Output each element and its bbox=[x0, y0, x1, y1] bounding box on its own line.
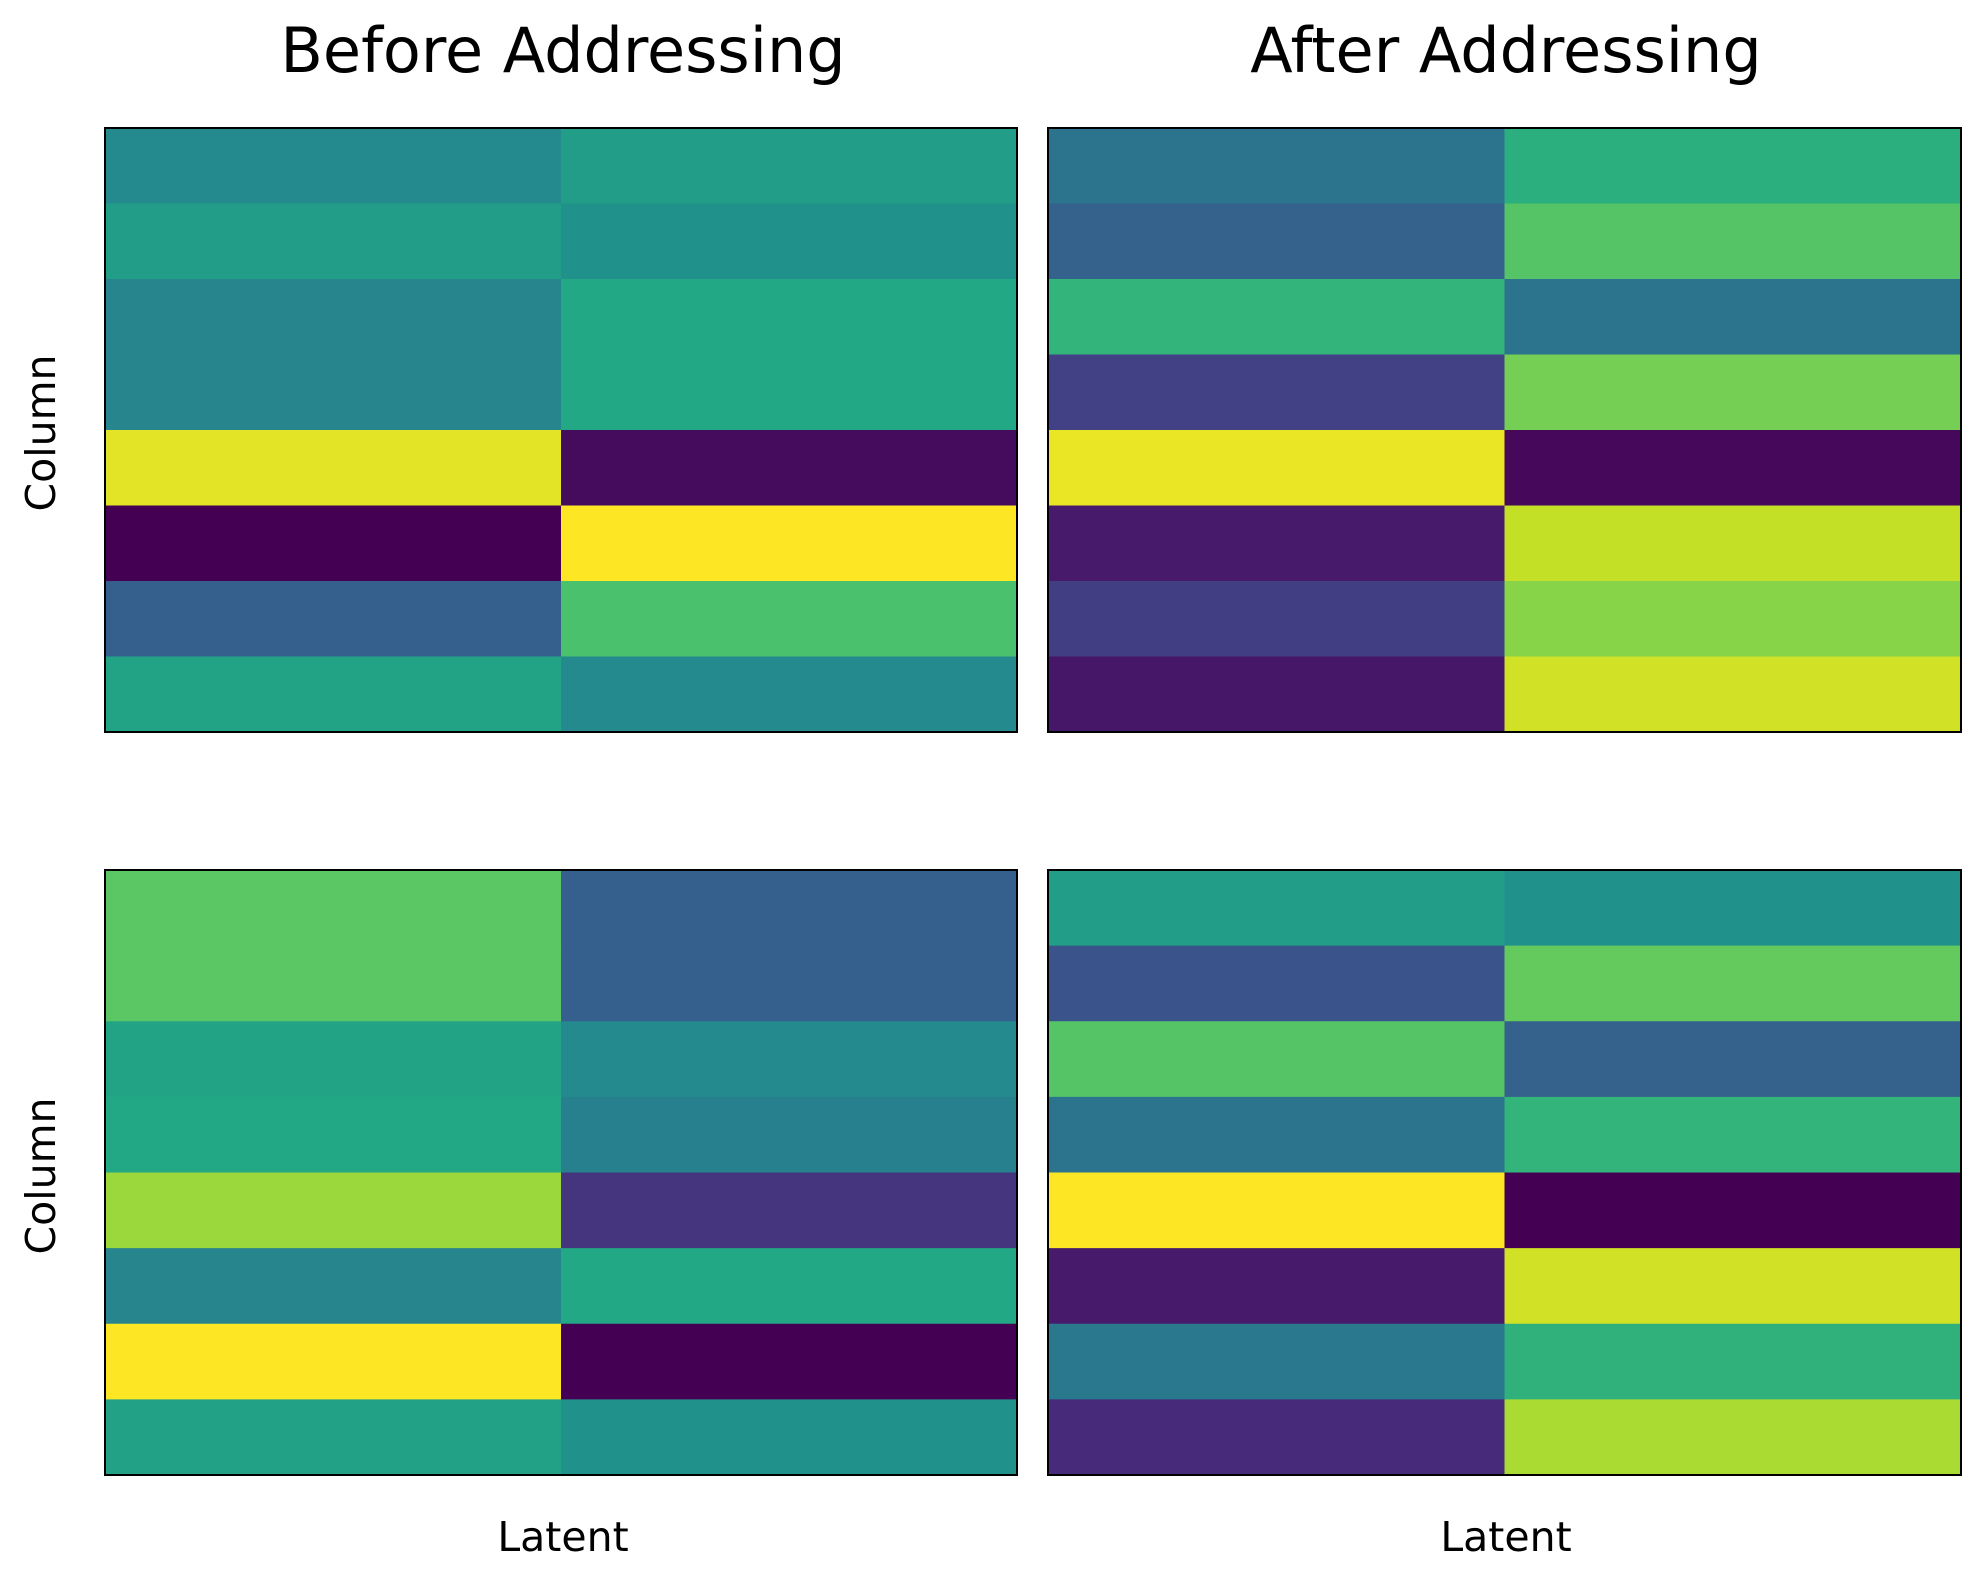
heatmap-cell bbox=[561, 128, 1018, 205]
heatmap-panel-after-bottom bbox=[1047, 869, 1962, 1476]
heatmap-cell bbox=[1048, 1172, 1506, 1249]
heatmap-cell bbox=[1048, 945, 1506, 1022]
heatmap-cell bbox=[1504, 128, 1962, 205]
heatmap-cell bbox=[561, 1172, 1018, 1249]
heatmap-cell bbox=[1504, 1323, 1962, 1400]
heatmap-cell bbox=[1504, 581, 1962, 658]
heatmap-cell bbox=[561, 1021, 1018, 1098]
column-title-before: Before Addressing bbox=[280, 14, 845, 87]
heatmap-cell bbox=[561, 870, 1018, 947]
heatmap-cell bbox=[561, 430, 1018, 507]
heatmap-cell bbox=[561, 656, 1018, 733]
y-axis-label-top: Column bbox=[17, 354, 65, 511]
heatmap-cell bbox=[1504, 430, 1962, 507]
heatmap-cell bbox=[105, 1323, 562, 1400]
heatmap-cell bbox=[105, 203, 562, 280]
y-axis-label-bottom: Column bbox=[17, 1097, 65, 1254]
heatmap-panel-before-bottom bbox=[104, 869, 1018, 1476]
heatmap-cell bbox=[105, 1399, 562, 1476]
heatmap-cell bbox=[1048, 128, 1506, 205]
heatmap-cell bbox=[1048, 581, 1506, 658]
x-axis-label-right: Latent bbox=[1440, 1513, 1571, 1561]
heatmap-cell bbox=[1048, 1021, 1506, 1098]
heatmap-cell bbox=[105, 505, 562, 582]
heatmap-cell bbox=[1048, 1096, 1506, 1174]
heatmap-cell bbox=[1504, 1021, 1962, 1098]
heatmap-panel-after-top bbox=[1047, 127, 1962, 733]
heatmap-cell bbox=[561, 279, 1018, 356]
heatmap-cell bbox=[561, 1323, 1018, 1400]
heatmap-cell bbox=[105, 1172, 562, 1249]
heatmap-cell bbox=[105, 581, 562, 658]
heatmap-cell bbox=[1048, 656, 1506, 733]
heatmap-cell bbox=[105, 1248, 562, 1325]
heatmap-cell bbox=[561, 1248, 1018, 1325]
heatmap-cell bbox=[105, 128, 562, 205]
heatmap-cell bbox=[1048, 1323, 1506, 1400]
heatmap-cell bbox=[105, 1021, 562, 1098]
heatmap-cell bbox=[1504, 354, 1962, 431]
heatmap-cell bbox=[105, 279, 562, 356]
panel-frame bbox=[104, 869, 1018, 1476]
heatmap-cell bbox=[1504, 1096, 1962, 1174]
panel-frame bbox=[104, 127, 1018, 733]
panel-frame bbox=[1047, 127, 1962, 733]
heatmap-cell bbox=[1504, 279, 1962, 356]
heatmap-cell bbox=[1504, 203, 1962, 280]
heatmap-cell bbox=[105, 354, 562, 431]
heatmap-cell bbox=[561, 1399, 1018, 1476]
heatmap-cell bbox=[105, 945, 562, 1022]
heatmap-cell bbox=[1048, 1399, 1506, 1476]
heatmap-cell bbox=[561, 505, 1018, 582]
heatmap-cell bbox=[561, 945, 1018, 1022]
column-title-after: After Addressing bbox=[1250, 14, 1761, 87]
heatmap-cell bbox=[1048, 1248, 1506, 1325]
heatmap-cell bbox=[1048, 505, 1506, 582]
heatmap-cell bbox=[1504, 656, 1962, 733]
heatmap-panel-before-top bbox=[104, 127, 1018, 733]
heatmap-cell bbox=[105, 656, 562, 733]
heatmap-cell bbox=[561, 581, 1018, 658]
heatmap-cell bbox=[1048, 870, 1506, 947]
heatmap-cell bbox=[561, 354, 1018, 431]
heatmap-cell bbox=[1504, 505, 1962, 582]
heatmap-cell bbox=[1048, 354, 1506, 431]
heatmap-cell bbox=[561, 1096, 1018, 1174]
heatmap-cell bbox=[105, 1096, 562, 1174]
x-axis-label-left: Latent bbox=[497, 1513, 628, 1561]
heatmap-cell bbox=[1504, 1248, 1962, 1325]
heatmap-cell bbox=[1048, 430, 1506, 507]
heatmap-cell bbox=[1048, 203, 1506, 280]
heatmap-cell bbox=[1048, 279, 1506, 356]
heatmap-cell bbox=[1504, 1399, 1962, 1476]
heatmap-cell bbox=[105, 430, 562, 507]
heatmap-cell bbox=[1504, 1172, 1962, 1249]
panel-frame bbox=[1047, 869, 1962, 1476]
heatmap-cell bbox=[1504, 870, 1962, 947]
heatmap-cell bbox=[105, 870, 562, 947]
heatmap-cell bbox=[1504, 945, 1962, 1022]
heatmap-cell bbox=[561, 203, 1018, 280]
